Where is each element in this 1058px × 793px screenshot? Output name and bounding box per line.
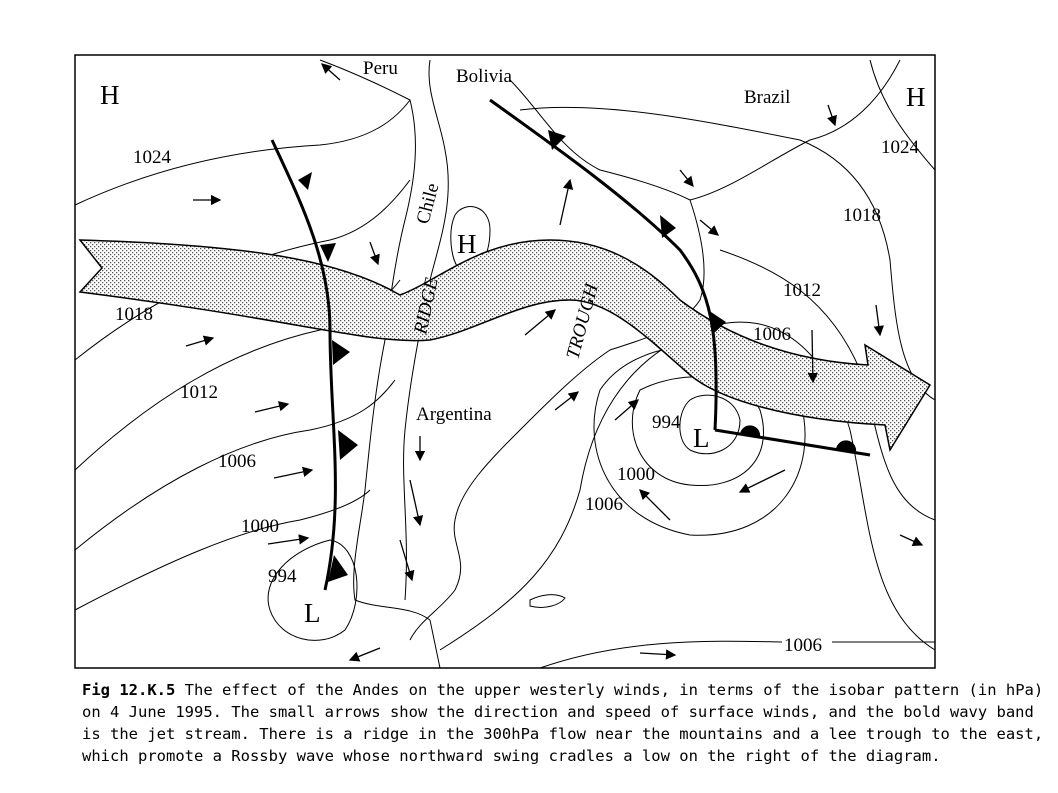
isobar-label: 1018: [843, 205, 881, 226]
wind-arrows: [185, 63, 924, 662]
country-label: Brazil: [744, 87, 790, 108]
isobar-label: 1012: [180, 382, 218, 403]
high-label: H: [906, 82, 926, 112]
isobar-label: 1006: [218, 451, 256, 472]
isobar-label: 1018: [115, 304, 153, 325]
isobar-label: 1006: [585, 494, 623, 515]
isobar-label: 994: [652, 412, 681, 433]
isobar-label: 1006: [784, 635, 822, 656]
isobar-label: 994: [268, 566, 297, 587]
isobar-label: 1012: [783, 280, 821, 301]
isobar-label: 1000: [617, 464, 655, 485]
caption-text: The effect of the Andes on the upper wes…: [185, 681, 1044, 699]
caption-label: Fig 12.K.5: [82, 681, 175, 699]
fronts: [270, 98, 871, 591]
isobar-label: 1024: [881, 137, 920, 158]
isobar-label: 1006: [753, 324, 791, 345]
caption-line: Fig 12.K.5 The effect of the Andes on th…: [82, 681, 1043, 699]
country-label: Argentina: [416, 404, 492, 425]
caption: Fig 12.K.5 The effect of the Andes on th…: [82, 681, 1043, 765]
caption-line: is the jet stream. There is a ridge in t…: [82, 725, 1043, 743]
high-label: H: [457, 229, 477, 259]
country-label: Bolivia: [456, 66, 513, 87]
high-label: H: [100, 80, 120, 110]
country-label: Peru: [363, 58, 398, 79]
caption-line: which promote a Rossby wave whose northw…: [82, 747, 941, 765]
isobar-label: 1024: [133, 147, 172, 168]
low-label: L: [304, 598, 321, 628]
caption-line: on 4 June 1995. The small arrows show th…: [82, 703, 1034, 721]
low-label: L: [693, 423, 710, 453]
jet-stream: [78, 239, 932, 453]
isobar-label: 1000: [241, 516, 279, 537]
